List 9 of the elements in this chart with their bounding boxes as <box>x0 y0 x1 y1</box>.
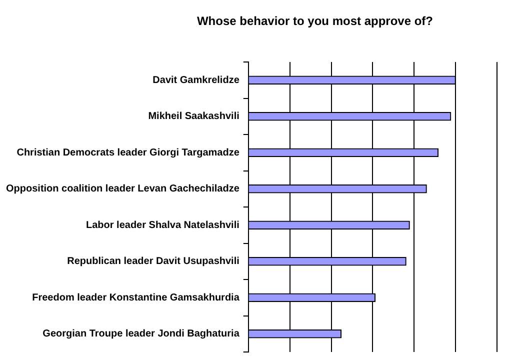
y-tick-label: Republican leader Davit Usupashvili <box>67 256 240 268</box>
y-tick-label: Labor leader Shalva Natelashvili <box>86 220 240 231</box>
y-tick-label: Mikheil Saakashvili <box>148 111 240 122</box>
y-tick-label: Christian Democrats leader Giorgi Targamadze <box>16 147 240 158</box>
y-tick-label: Georgian Troupe leader Jondi Baghaturia <box>42 328 240 340</box>
y-tick-label: Opposition coalition leader Levan Gachechiladze <box>6 184 240 195</box>
chart-title: Whose behavior to you most approve of? <box>196 14 434 28</box>
y-tick-label: Freedom leader Konstantine Gamsakhurdia <box>32 292 240 304</box>
y-tick-label: Davit Gamkrelidze <box>152 74 240 86</box>
